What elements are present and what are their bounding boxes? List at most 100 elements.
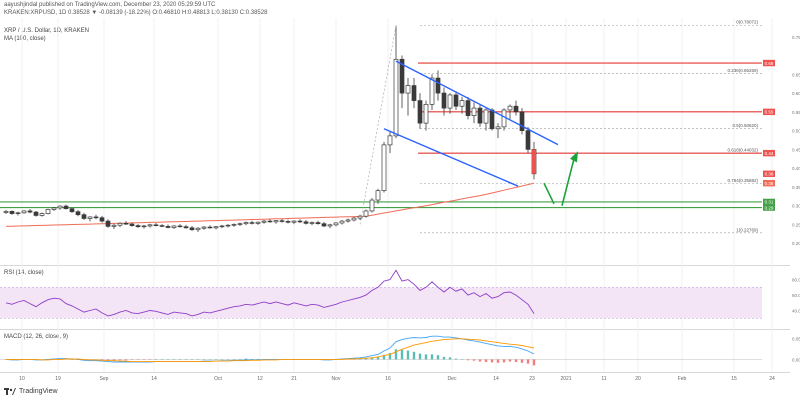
x-axis-tick-label: 24 xyxy=(769,376,775,382)
y-axis-tick-label: 0.25 xyxy=(792,222,800,227)
fibonacci-level-label: 0.5(0.50620) xyxy=(732,123,758,128)
fibonacci-level-label: 0.764(0.35882) xyxy=(727,178,758,183)
bullish-candle xyxy=(387,135,393,146)
bullish-candle xyxy=(291,220,297,223)
price-tag xyxy=(763,170,775,177)
y-axis-tick-label: 0.40 xyxy=(792,166,800,171)
x-axis-tick-label: 14 xyxy=(493,376,499,382)
bearish-candle xyxy=(135,225,141,228)
price-tag xyxy=(763,198,775,206)
ma-indicator-label: MA (100, close) xyxy=(4,36,46,42)
x-axis-tick-label: Sep xyxy=(100,376,109,382)
bullish-candle xyxy=(429,77,435,105)
bullish-candle xyxy=(507,105,513,111)
bearish-candle xyxy=(321,223,327,227)
macd-histogram-bar xyxy=(508,359,512,362)
macd-histogram-bar xyxy=(454,358,458,360)
rsi-line xyxy=(5,269,535,317)
bullish-candle xyxy=(447,94,453,109)
bullish-candle xyxy=(213,226,219,229)
dotted-trend-line xyxy=(359,25,397,225)
macd-histogram-bar xyxy=(514,359,518,362)
price-tag xyxy=(763,149,775,157)
bearish-candle xyxy=(99,217,105,222)
projection-arrow-up xyxy=(561,158,575,206)
macd-histogram-bar xyxy=(472,359,476,361)
macd-histogram-bar xyxy=(106,359,110,361)
macd-histogram-bar xyxy=(442,356,446,360)
y-axis-tick-label: 0.45 xyxy=(792,147,800,152)
macd-histogram-bar xyxy=(448,357,452,360)
macd-divider xyxy=(0,329,790,330)
fibonacci-level-label: 0(0.78072) xyxy=(736,20,758,25)
bearish-candle xyxy=(75,211,81,216)
bearish-candle xyxy=(27,210,33,213)
bullish-candle xyxy=(51,207,57,210)
bullish-candle xyxy=(171,225,177,228)
x-axis-tick-label: 2021 xyxy=(560,376,571,382)
tradingview-logo-text: TradingView xyxy=(19,388,58,395)
bullish-candle xyxy=(273,220,279,223)
macd-histogram-bar xyxy=(406,350,410,360)
bullish-candle xyxy=(423,103,429,124)
macd-histogram-bar xyxy=(118,359,122,361)
bearish-candle xyxy=(153,224,159,226)
bullish-candle xyxy=(483,109,489,124)
macd-histogram-bar xyxy=(412,351,416,360)
macd-histogram-bar xyxy=(430,354,434,360)
price-tag xyxy=(763,108,775,116)
macd-axis-tick-label: 0.00 xyxy=(792,357,800,362)
x-axis-tick-label: 19 xyxy=(55,376,61,382)
bearish-candle xyxy=(177,225,183,228)
fibonacci-level-label: 1(0.22769) xyxy=(736,227,758,232)
macd-histogram-bar xyxy=(382,354,386,360)
bullish-candle xyxy=(243,222,249,225)
bearish-candle xyxy=(285,221,291,223)
bearish-candle xyxy=(279,220,285,222)
bearish-candle xyxy=(93,216,99,219)
macd-histogram-bar xyxy=(424,354,428,360)
macd-axis-tick-label: 0.05 xyxy=(792,336,800,341)
bearish-candle xyxy=(33,211,39,216)
bearish-candle xyxy=(129,223,135,226)
bullish-candle xyxy=(345,219,351,222)
fibonacci-level-label: 0.236(0.65259) xyxy=(727,68,758,73)
bearish-candle xyxy=(189,227,195,231)
bearish-candle xyxy=(159,225,165,227)
macd-histogram-bar xyxy=(244,358,248,360)
x-axis-tick-label: 11 xyxy=(601,376,606,382)
macd-pane-title: MACD (12, 26, close, 9) xyxy=(4,334,69,340)
ma100-line xyxy=(5,182,535,227)
bullish-candle xyxy=(333,222,339,226)
bearish-candle xyxy=(441,92,447,109)
price-tag-label: 0.55 xyxy=(765,110,774,115)
bullish-candle xyxy=(327,224,333,227)
bearish-candle xyxy=(81,214,87,219)
bullish-candle xyxy=(147,224,153,227)
x-axis-tick-label: 12 xyxy=(257,376,263,382)
bearish-candle xyxy=(435,77,441,94)
bullish-candle xyxy=(87,216,93,219)
macd-histogram-bar xyxy=(490,359,494,363)
macd-histogram-bar xyxy=(394,349,398,360)
bullish-candle xyxy=(255,221,261,224)
price-tag-label: 0.38 xyxy=(765,172,774,177)
bearish-candle xyxy=(165,225,171,228)
macd-histogram-bar xyxy=(388,353,392,360)
rsi-band xyxy=(0,287,762,319)
x-axis-tick-label: 20 xyxy=(635,376,641,382)
y-axis-tick-label: 0.50 xyxy=(792,129,800,134)
projection-arrow-down xyxy=(543,182,555,205)
header-line-2: KRAKEN:XRPUSD, 1D 0.38528 ▼ -0.08139 (-1… xyxy=(4,10,268,16)
price-tag-label: 0.31 xyxy=(765,200,774,205)
macd-histogram-bar xyxy=(526,359,530,364)
x-axis-tick-label: 23 xyxy=(529,376,535,382)
bearish-candle xyxy=(303,221,309,224)
tradingview-logo-icon xyxy=(4,388,16,395)
bearish-candle xyxy=(105,220,111,227)
bullish-candle xyxy=(381,144,387,192)
macd-histogram-bar xyxy=(436,355,440,360)
y-axis-tick-label: 0.30 xyxy=(792,204,800,209)
tradingview-logo: TradingView xyxy=(4,388,58,395)
